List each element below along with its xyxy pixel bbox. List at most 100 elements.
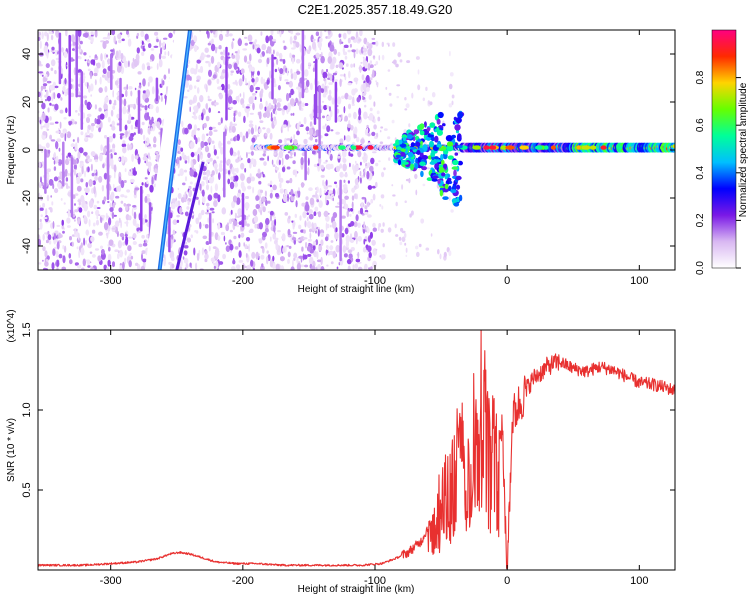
spectrogram-speckle — [265, 110, 271, 119]
spectrogram-speckle — [369, 107, 373, 112]
spectrogram-speckle — [186, 237, 191, 243]
spectrogram-speckle — [401, 236, 406, 243]
spectrogram-speckle — [217, 86, 223, 90]
spectrogram-speckle — [370, 266, 373, 270]
spectrogram-speckle — [336, 105, 339, 107]
spectrogram-speckle — [347, 95, 353, 100]
spectrogram-speckle — [332, 56, 337, 64]
spectrogram-speckle — [317, 157, 322, 165]
spectrogram-speckle — [320, 266, 325, 270]
spectrogram-speckle — [401, 230, 406, 234]
spectrogram-speckle — [40, 98, 43, 102]
spectrogram-speckle — [222, 253, 227, 260]
spectrogram-speckle — [355, 193, 358, 200]
spectrogram-speckle — [375, 80, 377, 83]
spectrogram-speckle — [198, 199, 201, 206]
spectrogram-speckle — [51, 262, 55, 270]
spectrogram-speckle — [308, 213, 314, 220]
spectrogram-speckle — [102, 163, 105, 169]
spectrogram-speckle — [378, 160, 381, 163]
spectrogram-speckle — [67, 208, 71, 218]
spectrogram-speckle — [109, 202, 112, 208]
spectrogram-speckle — [198, 114, 202, 121]
spectrogram-speckle — [245, 131, 249, 139]
spectrogram-speckle — [128, 215, 132, 221]
spectrogram-speckle — [158, 53, 162, 60]
disturbance-blob — [395, 139, 400, 146]
spectrogram-speckle — [404, 232, 407, 238]
spectrogram-speckle — [154, 31, 159, 36]
spectrogram-speckle — [94, 67, 99, 74]
diagonal-streak-gap — [145, 30, 192, 270]
spectrogram-speckle — [288, 215, 291, 219]
spectrogram-speckle — [385, 86, 388, 90]
spectrogram-speckle — [234, 246, 239, 250]
spectrogram-speckle — [205, 60, 210, 64]
spectrogram-speckle — [342, 46, 345, 54]
spectrogram-speckle — [127, 245, 132, 252]
spectrogram-speckle — [148, 43, 152, 48]
disturbance-blob — [399, 151, 406, 157]
spectrogram-speckle — [288, 92, 292, 99]
spectrogram-speckle — [240, 98, 245, 106]
spectrogram-speckle — [328, 106, 331, 112]
spectrogram-speckle — [325, 123, 327, 127]
spectrogram-speckle — [136, 47, 140, 54]
diagonal-streak-core — [159, 30, 191, 270]
spectrogram-speckle — [92, 59, 96, 66]
spectrogram-speckle — [249, 112, 254, 115]
spectrogram-speckle — [91, 229, 96, 234]
spectrogram-speckle — [396, 95, 400, 99]
spectrogram-speckle — [276, 30, 280, 35]
spectrogram-speckle — [307, 167, 310, 176]
spectrogram-speckle — [363, 152, 366, 157]
spectrogram-speckle — [46, 80, 52, 84]
spectrogram-speckle — [255, 77, 259, 83]
spectrogram-speckle — [339, 163, 343, 169]
spectrogram-speckle — [298, 255, 304, 259]
spectrogram-speckle — [292, 112, 295, 116]
spectrogram-speckle — [62, 230, 65, 234]
spectrogram-speckle — [359, 171, 362, 177]
spectrogram-speckle — [229, 181, 235, 190]
spectrogram-speckle — [288, 156, 293, 159]
spectrogram-speckle — [252, 102, 255, 111]
snr-y-tick-label: 1.5 — [21, 322, 33, 337]
spectrogram-speckle — [368, 252, 372, 258]
colorbar: 0.00.20.40.60.8 Normalized spectral ampl… — [695, 29, 749, 275]
spectrogram-speckle — [151, 86, 155, 95]
disturbance-blob — [455, 175, 462, 181]
spectrogram-speckle — [422, 97, 425, 102]
spectrogram-speckle — [79, 40, 83, 45]
spectrogram-speckle — [206, 207, 211, 210]
spectrogram-speckle — [301, 202, 306, 207]
disturbance-blob — [434, 159, 441, 163]
disturbance-blob — [453, 169, 457, 177]
spectrogram-speckle — [122, 261, 125, 270]
spectrogram-speckle — [292, 40, 297, 44]
spectrogram-speckle — [265, 35, 270, 44]
spectrogram-speckle — [330, 163, 334, 169]
spectrogram-speckle — [293, 134, 296, 140]
spectrogram-speckle — [109, 158, 114, 167]
spectrogram-speckle — [275, 242, 279, 251]
spectrogram-speckle — [164, 51, 167, 56]
spectrogram-speckle — [277, 107, 282, 111]
spectrogram-speckle — [53, 92, 56, 100]
spectrogram-speckle — [51, 104, 56, 107]
spectrogram-speckle — [273, 216, 277, 219]
spectrogram-speckle — [284, 189, 288, 197]
spectrogram-speckle — [55, 57, 60, 61]
spectrogram-speckle — [360, 138, 365, 144]
spectrogram-speckle — [233, 110, 237, 113]
spectrogram-speckle — [309, 113, 313, 118]
spectrogram-speckle — [272, 83, 277, 88]
spectrogram-speckle — [74, 209, 79, 213]
spectrogram-speckle — [179, 150, 181, 154]
spectrogram-speckle — [227, 63, 232, 70]
spectrogram-speckle — [200, 154, 203, 160]
spectrogram-speckle — [128, 260, 132, 268]
spectrogram-speckle — [350, 221, 355, 227]
spectrogram-speckle — [228, 239, 232, 246]
spectrogram-speckle — [66, 183, 69, 190]
